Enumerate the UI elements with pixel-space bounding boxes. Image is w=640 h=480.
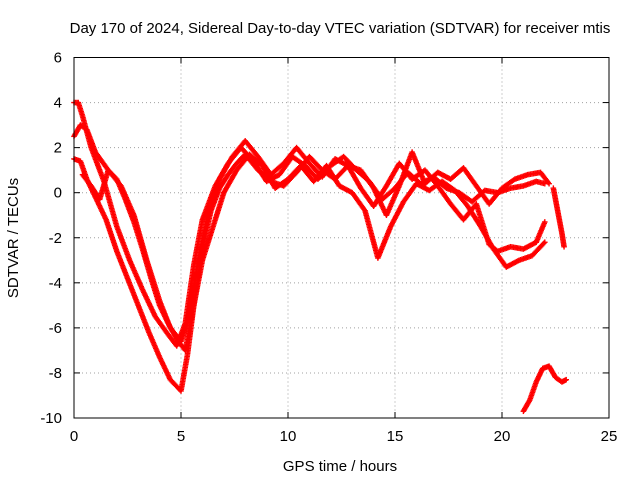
grid — [74, 57, 609, 418]
y-tick-label: -8 — [49, 365, 62, 382]
x-tick-label: 10 — [280, 428, 297, 445]
y-tick-label: -2 — [49, 230, 62, 247]
y-axis-label: SDTVAR / TECUs — [5, 178, 22, 298]
y-tick-label: 0 — [54, 185, 62, 202]
x-tick-label: 5 — [177, 428, 185, 445]
x-tick-label: 0 — [70, 428, 78, 445]
y-tick-label: 4 — [54, 95, 62, 112]
y-tick-label: -10 — [40, 410, 62, 427]
y-tick-label: 2 — [54, 140, 62, 157]
chart-title: Day 170 of 2024, Sidereal Day-to-day VTE… — [70, 20, 611, 37]
data-points — [71, 99, 569, 415]
y-tick-label: -6 — [49, 320, 62, 337]
y-tick-label: 6 — [54, 50, 62, 67]
x-tick-label: 25 — [601, 428, 618, 445]
y-tick-label: -4 — [49, 275, 62, 292]
x-axis-label: GPS time / hours — [283, 458, 397, 475]
x-tick-label: 15 — [387, 428, 404, 445]
data-point — [542, 219, 548, 225]
x-tick-label: 20 — [494, 428, 511, 445]
